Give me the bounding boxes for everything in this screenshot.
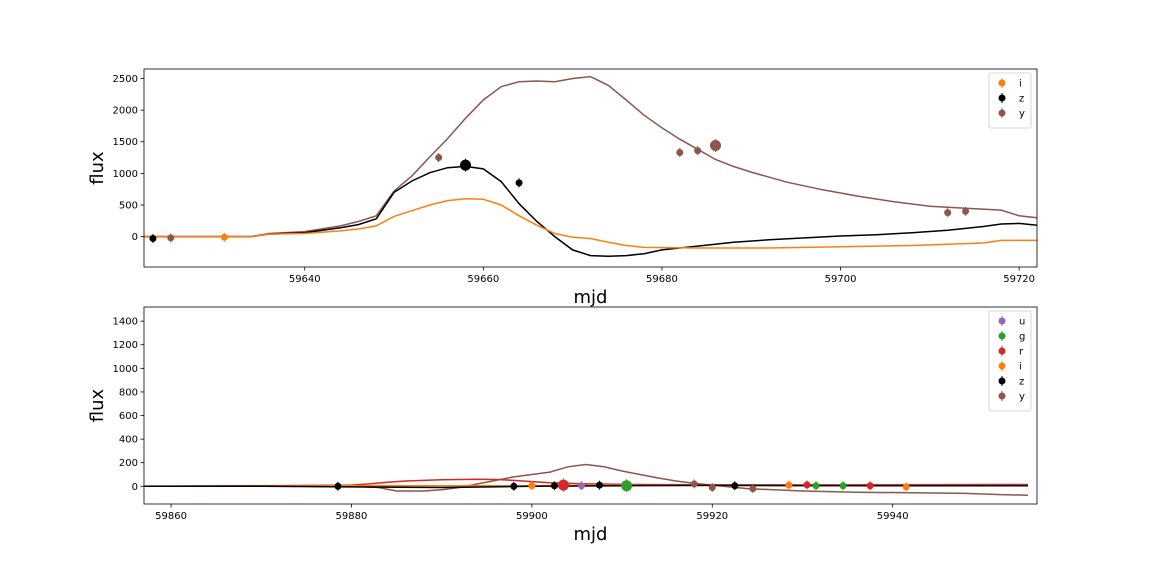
panel2-legend-label-g: g [1019,332,1025,343]
panel1-points [149,139,970,244]
panel2-xlabel: mjd [574,524,608,545]
panel2-axes-frame [143,306,1038,505]
panel2-data-point-18 [902,483,910,491]
panel1-plot: 59640 59660 59680 59700 59720 0 500 1000 1500 200… [87,68,1038,308]
panel2-ytick-label-2: 200 [119,458,138,469]
panel2-data-point-15 [812,482,820,490]
panel2-legend-marker-g [998,332,1006,340]
panel1-ytick-label-1: 0 [132,232,138,243]
panel1-data-point-8 [694,147,702,155]
panel1-axes-frame [143,68,1038,268]
panel1-legend: izy [988,72,1032,129]
panel2-legend-marker-i [998,362,1006,370]
panel1-data-point-3 [220,233,228,241]
panel2-legend-marker-y [998,392,1006,400]
panel1-ylabel: flux [87,151,108,185]
panel2-data-point-17 [866,482,874,490]
panel2-model-line-1 [144,463,1029,496]
panel2-data-point-6 [577,482,585,490]
panel2-xtick-label-3: 59900 [516,511,548,522]
panel2-points [334,478,910,494]
panel2-ytick-label-5: 800 [119,387,138,398]
panel1-data-point-7 [676,149,684,157]
panel2-legend-marker-u [998,317,1006,325]
panel2-legend-label-y: y [1019,392,1025,403]
panel2-ytick-label-6: 1000 [113,364,138,375]
panel1-ytick-label-2: 500 [119,201,138,212]
panel2-xtick-label-2: 59880 [336,511,368,522]
panel1-xtick-label-3: 59680 [646,274,678,285]
panel1-data-point-9 [710,140,722,152]
panel2-ylabel: flux [87,388,108,422]
panel1-legend-box [988,72,1032,129]
panel2-data-point-3 [528,482,536,490]
panel2-data-point-8 [621,480,633,492]
panel2-ytick-label-4: 600 [119,411,138,422]
panel1-legend-marker-z [998,94,1006,102]
panel1-legend-marker-y [998,109,1006,117]
panel1-ytick-label-6: 2500 [113,74,138,85]
panel1-legend-label-z: z [1019,94,1024,105]
panel1-lines [144,75,1037,257]
panel2-data-point-9 [690,480,698,488]
panel2-data-point-7 [596,481,604,489]
panel2-data-point-12 [749,485,757,493]
panel1-data-point-10 [944,209,952,217]
panel1-legend-marker-i [998,79,1006,87]
panel2-legend-marker-z [998,377,1006,385]
panel2-data-point-14 [803,481,811,489]
panel2-legend-label-i: i [1019,362,1022,373]
panel1-data-point-1 [149,235,157,243]
panel2-data-point-13 [785,481,793,489]
panel1-model-line-1 [144,75,1037,238]
panel2-legend-marker-r [998,347,1006,355]
panel2-lines [144,463,1029,496]
panel1-legend-label-i: i [1019,79,1022,90]
panel2-data-point-5 [557,479,569,491]
panel2-data-point-11 [731,482,739,490]
panel1-xtick-label-2: 59660 [467,274,499,285]
panel1-data-point-4 [435,154,443,162]
panel2-ytick-label-8: 1400 [113,317,138,328]
panel1-model-line-3 [144,197,1037,249]
panel2-legend-label-u: u [1019,317,1025,328]
panel1-xlabel: mjd [574,287,608,308]
panel2-data-point-2 [510,482,518,490]
panel1-ytick-label-5: 2000 [113,106,138,117]
panel2-model-line-4 [144,484,1028,489]
panel2-ytick-label-3: 400 [119,435,138,446]
panel2-data-point-4 [550,482,558,490]
panel2-data-point-1 [334,482,342,490]
panel1-data-point-5 [459,159,471,171]
panel2-data-point-16 [839,482,847,490]
panel2-ytick-label-7: 1200 [113,340,138,351]
panel1-data-point-2 [167,234,175,242]
panel1-xtick-label-4: 59700 [825,274,857,285]
panel2-ytick-label-1: 0 [132,482,138,493]
panel1-data-point-11 [962,207,970,215]
panel1-xtick-label-1: 59640 [289,274,321,285]
panel1-model-line-2 [144,165,1037,257]
panel2-xtick-label-5: 59940 [877,511,909,522]
panel1-ytick-label-3: 1000 [113,169,138,180]
panel1-ytick-label-4: 1500 [113,137,138,148]
panel2-legend-label-z: z [1019,377,1024,388]
panel2-xtick-label-4: 59920 [696,511,728,522]
panel1-data-point-6 [515,179,523,187]
panel1-xtick-label-5: 59720 [1003,274,1035,285]
panel2-data-point-10 [708,483,716,491]
panel1-legend-label-y: y [1019,109,1025,120]
panel2-xtick-label-1: 59860 [155,511,187,522]
panel2-plot: 59860 59880 59900 59920 59940 0 200 400 600 800 10… [87,306,1038,545]
panel2-legend-label-r: r [1019,347,1024,358]
